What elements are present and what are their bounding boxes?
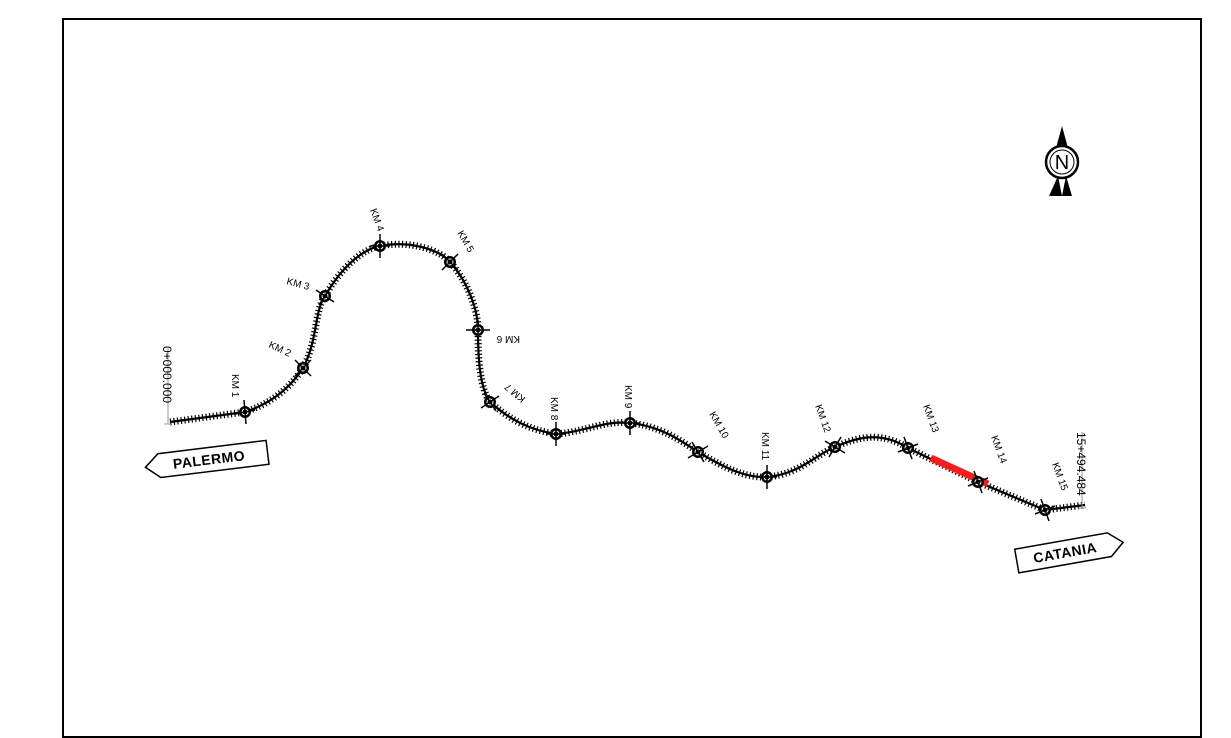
- km-marker: [294, 359, 312, 377]
- km-marker: [466, 320, 490, 340]
- km-label: KM 11: [759, 432, 770, 461]
- km-marker: [757, 465, 777, 489]
- route-map: 0+000.000 15+494.484 KM 1 KM 2 KM 3: [144, 126, 1125, 574]
- km-marker: [620, 411, 640, 435]
- km-marker: [687, 441, 709, 463]
- km-label: KM 15: [1049, 461, 1069, 492]
- km-label: KM 14: [988, 434, 1008, 465]
- start-chainage-marker: 0+000.000: [160, 346, 174, 425]
- km-label: KM 9: [622, 385, 633, 409]
- km-label: KM 5: [454, 229, 475, 255]
- end-chainage-marker: 15+494.484: [1074, 432, 1088, 509]
- km-label: KM 4: [367, 207, 385, 233]
- km-marker: [441, 253, 459, 271]
- km-label: KM 1: [229, 374, 240, 398]
- km-label: KM 2: [267, 340, 293, 360]
- km-marker: [897, 436, 919, 460]
- km-label: KM 12: [812, 403, 832, 434]
- km-label: KM 6: [496, 333, 520, 344]
- north-arrow-icon: N: [1044, 126, 1080, 196]
- end-chainage-label: 15+494.484: [1074, 432, 1088, 496]
- km-marker: [370, 234, 390, 258]
- km-marker: [315, 286, 335, 306]
- north-label: N: [1055, 152, 1069, 174]
- km-label: KM 10: [706, 410, 730, 441]
- km-label: KM 8: [548, 397, 559, 421]
- start-chainage-label: 0+000.000: [160, 346, 174, 403]
- km-marker: [824, 436, 846, 458]
- km-label: KM 13: [920, 403, 940, 434]
- km-label: KM 7: [503, 380, 528, 404]
- destination-direction-arrow: CATANIA: [1013, 532, 1125, 574]
- km-marker: [1034, 498, 1056, 522]
- origin-direction-arrow: PALERMO: [144, 439, 270, 479]
- km-marker: [480, 392, 500, 412]
- km-marker: [234, 399, 256, 425]
- km-markers: KM 1 KM 2 KM 3 KM 4 KM 5: [229, 207, 1070, 522]
- km-marker: [546, 422, 566, 446]
- km-label: KM 3: [285, 276, 311, 293]
- km-marker: [967, 470, 989, 494]
